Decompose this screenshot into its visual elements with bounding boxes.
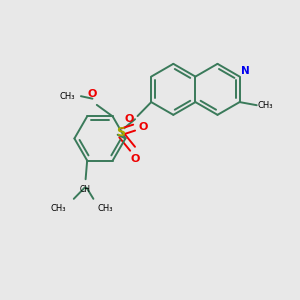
Text: O: O	[139, 122, 148, 132]
Text: CH₃: CH₃	[258, 101, 273, 110]
Text: O: O	[124, 114, 134, 124]
Text: CH₃: CH₃	[98, 204, 113, 213]
Text: O: O	[130, 154, 140, 164]
Text: S: S	[116, 126, 124, 139]
Text: O: O	[88, 89, 97, 99]
Text: CH₃: CH₃	[59, 92, 75, 101]
Text: N: N	[241, 66, 250, 76]
Text: CH: CH	[80, 184, 91, 194]
Text: CH₃: CH₃	[50, 204, 66, 213]
